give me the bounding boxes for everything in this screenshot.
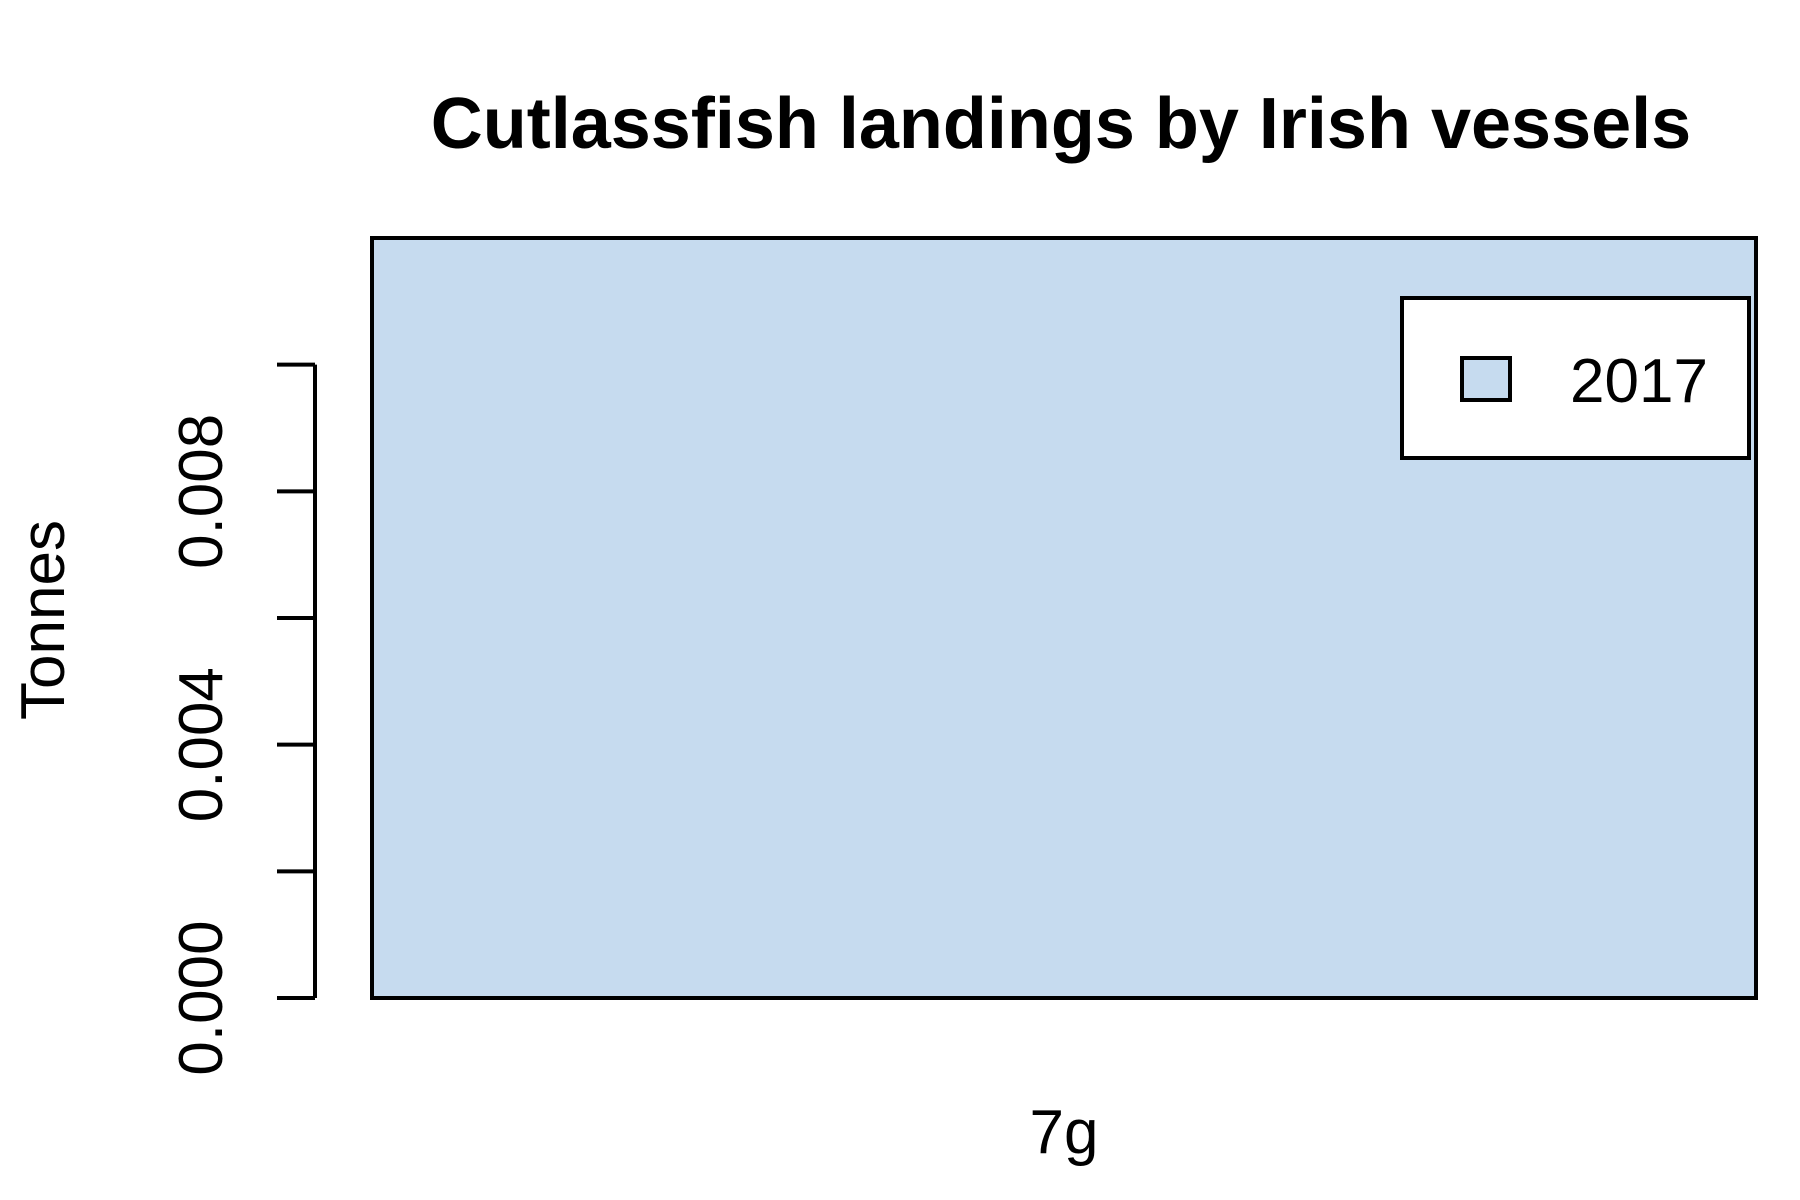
y-tick-label: 0.004 xyxy=(167,667,236,822)
chart-title: Cutlassfish landings by Irish vessels xyxy=(431,84,1691,164)
y-tick-label: 0.000 xyxy=(167,920,236,1075)
legend-label: 2017 xyxy=(1570,347,1708,416)
x-axis: 7g xyxy=(1030,1098,1099,1167)
plot-frame xyxy=(370,236,1758,1000)
y-axis: 0.000 0.004 0.008 xyxy=(167,362,317,1076)
x-tick-label: 7g xyxy=(1030,1098,1099,1167)
legend-swatch xyxy=(1460,356,1512,402)
y-axis-label: Tonnes xyxy=(9,520,78,720)
legend: 2017 xyxy=(1400,296,1751,460)
legend-box xyxy=(1400,296,1751,460)
y-tick-label: 0.008 xyxy=(167,414,236,569)
